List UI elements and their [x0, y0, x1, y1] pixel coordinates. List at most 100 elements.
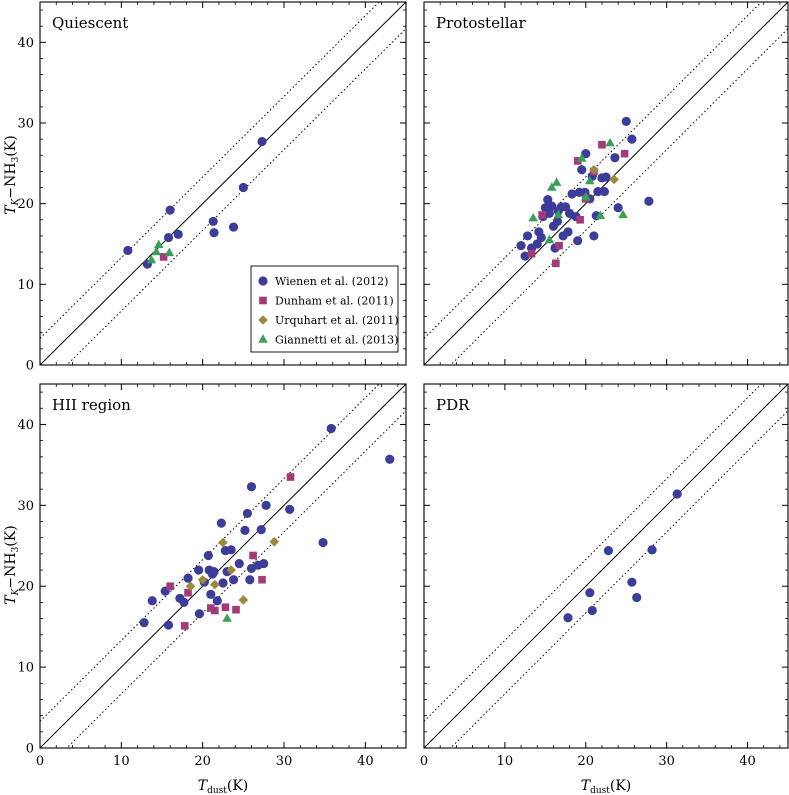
data-point-giannetti — [547, 182, 557, 191]
data-point-dunham — [598, 140, 606, 149]
svg-text:TK−NH3(K): TK−NH3(K) — [3, 525, 21, 604]
data-point-wienen — [610, 153, 620, 163]
y-tick-label: 10 — [17, 661, 34, 676]
data-point-wienen — [573, 236, 583, 246]
legend-label: Urquhart et al. (2011) — [275, 314, 399, 327]
data-point-dunham — [527, 249, 536, 258]
data-point-giannetti — [595, 210, 606, 219]
y-tick-label: 0 — [26, 742, 34, 757]
data-point-wienen — [285, 504, 295, 514]
data-point-wienen — [261, 500, 271, 510]
data-point-wienen — [257, 136, 267, 147]
y-tick-label: 30 — [17, 499, 34, 514]
data-point-wienen — [165, 205, 175, 215]
data-point-urquhart — [238, 595, 249, 605]
data-point-giannetti — [544, 234, 555, 244]
panel-title: Protostellar — [436, 14, 526, 32]
data-point-wienen — [577, 165, 587, 175]
data-points — [139, 423, 395, 630]
legend-marker-wienen — [258, 276, 268, 286]
data-point-giannetti — [553, 209, 564, 219]
one-to-one-line — [424, 384, 788, 748]
x-tick-label: 0 — [36, 754, 44, 769]
reference-lines — [40, 384, 406, 748]
plot-frame — [39, 1, 407, 366]
x-axis-label-left: Tdust(K) — [198, 778, 249, 795]
x-tick-label: 20 — [578, 754, 595, 769]
data-point-wienen — [520, 251, 530, 261]
data-point-wienen — [234, 558, 244, 569]
data-point-wienen — [593, 186, 603, 197]
data-point-giannetti — [585, 175, 595, 185]
data-point-wienen — [183, 573, 193, 583]
data-point-wienen — [218, 578, 228, 588]
x-tick-label: 40 — [739, 754, 756, 769]
data-point-wienen — [544, 208, 554, 218]
data-point-wienen — [536, 232, 546, 243]
legend-marker-giannetti — [258, 334, 268, 343]
upper-offset-line — [424, 384, 763, 722]
y-tick-label: 20 — [17, 580, 34, 595]
lower-offset-line — [449, 410, 788, 748]
one-to-one-line — [424, 2, 788, 365]
data-point-dunham — [286, 473, 295, 481]
panel-protostellar: Protostellar — [423, 1, 789, 366]
lower-offset-line — [449, 28, 788, 365]
data-point-dunham — [184, 588, 192, 597]
data-point-wienen — [242, 508, 252, 519]
data-point-wienen — [627, 577, 637, 587]
data-point-wienen — [259, 558, 269, 569]
data-point-giannetti — [528, 212, 538, 222]
data-point-wienen — [672, 489, 682, 499]
data-point-dunham — [159, 253, 168, 261]
lower-offset-line — [66, 410, 406, 748]
data-point-giannetti — [222, 613, 232, 622]
data-point-wienen — [240, 525, 250, 536]
data-point-wienen — [194, 565, 204, 575]
plot-frame — [39, 383, 407, 749]
data-point-urquhart — [218, 537, 228, 548]
data-point-wienen — [238, 182, 248, 193]
data-point-wienen — [601, 172, 611, 182]
data-point-giannetti — [605, 137, 615, 147]
axis-ticks — [423, 2, 788, 366]
data-point-wienen — [644, 196, 654, 206]
data-point-wienen — [621, 116, 631, 126]
data-point-dunham — [180, 622, 189, 630]
data-point-giannetti — [164, 247, 175, 257]
data-point-wienen — [173, 229, 183, 239]
data-point-wienen — [632, 592, 642, 603]
data-points — [123, 136, 267, 269]
data-point-wienen — [567, 189, 577, 199]
legend-label: Wienen et al. (2012) — [275, 275, 388, 288]
legend-marker-dunham — [259, 296, 267, 305]
data-point-wienen — [179, 597, 189, 608]
data-point-wienen — [563, 613, 573, 623]
y-tick-label: 10 — [17, 278, 34, 293]
data-point-giannetti — [551, 177, 562, 186]
data-point-dunham — [555, 241, 563, 250]
data-point-wienen — [194, 609, 205, 619]
x-axis-label-right: Tdust(K) — [581, 778, 632, 795]
reference-lines — [424, 384, 788, 748]
data-point-wienen — [163, 620, 174, 630]
data-point-wienen — [123, 245, 133, 256]
data-point-dunham — [552, 259, 560, 268]
y-tick-label: 20 — [17, 197, 34, 212]
x-tick-label: 30 — [658, 754, 675, 769]
data-point-wienen — [228, 222, 239, 232]
data-point-giannetti — [618, 209, 628, 219]
x-tick-label: 10 — [497, 754, 514, 769]
data-point-wienen — [563, 227, 573, 237]
axis-ticks — [423, 384, 788, 749]
data-point-wienen — [627, 134, 637, 144]
data-point-urquhart — [269, 536, 280, 547]
data-point-wienen — [552, 216, 563, 227]
x-tick-label: 40 — [357, 754, 374, 769]
x-tick-label: 10 — [113, 754, 130, 769]
data-point-wienen — [245, 575, 255, 585]
data-points — [516, 116, 654, 268]
data-point-dunham — [620, 149, 629, 158]
panel-pdr: 0 10 20 30 40 PDR — [420, 383, 789, 769]
